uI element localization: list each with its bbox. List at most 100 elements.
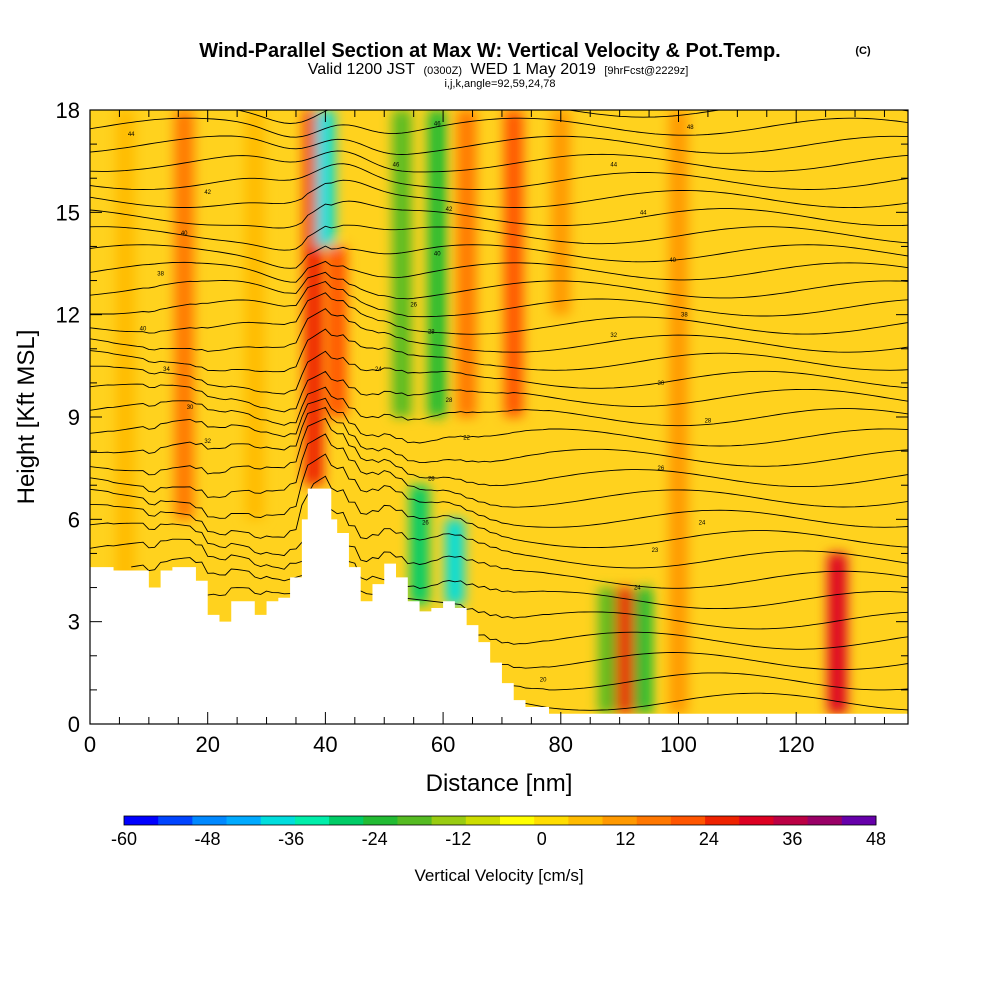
colorbar-tick-label: -36 — [278, 829, 304, 849]
velocity-cell — [457, 110, 477, 417]
contour-label: 24 — [699, 521, 706, 527]
theta-contour — [90, 350, 908, 395]
colorbar — [123, 815, 877, 826]
x-tick-labels: 0 20 40 60 80 100 120 — [84, 732, 815, 757]
contour-label: 46 — [434, 122, 441, 128]
contour-label: 38 — [681, 313, 688, 319]
contour-label: 32 — [610, 333, 617, 339]
contour-label: 42 — [446, 207, 453, 213]
velocity-cell — [551, 110, 571, 315]
velocity-cell — [427, 110, 447, 417]
contour-label: 40 — [669, 258, 676, 264]
colorbar-tick-label: 24 — [699, 829, 719, 849]
velocity-cell — [392, 110, 412, 417]
y-tick-label: 0 — [68, 712, 80, 737]
velocity-cell — [410, 485, 429, 605]
theta-contour — [90, 271, 908, 300]
contour-label: 46 — [393, 163, 400, 169]
y-tick-label: 12 — [56, 303, 80, 328]
section-indices: i,j,k,angle=92,59,24,78 — [444, 78, 555, 90]
contour-label: 34 — [163, 367, 170, 373]
contour-label: 28 — [428, 330, 435, 336]
x-tick-label: 20 — [195, 732, 219, 757]
colorbar-segment — [705, 816, 740, 825]
theta-contour — [131, 557, 908, 610]
x-tick-label: 80 — [549, 732, 573, 757]
velocity-cell — [598, 587, 618, 714]
velocity-cell — [327, 246, 347, 417]
colorbar-segment — [500, 816, 535, 825]
contour-label: 22 — [463, 435, 470, 441]
contour-label: 30 — [187, 405, 194, 411]
colorbar-segment — [294, 816, 330, 825]
contour-label: 44 — [128, 132, 135, 138]
colorbar-frame — [123, 815, 877, 826]
theta-contour — [90, 397, 908, 447]
colorbar-segment — [329, 816, 364, 825]
contour-label: 40 — [434, 251, 441, 257]
x-tick-label: 40 — [313, 732, 337, 757]
theta-contour — [90, 308, 908, 353]
colorbar-segment — [773, 816, 809, 825]
colorbar-segment — [602, 816, 638, 825]
potential-temperature-contours — [90, 110, 908, 711]
colorbar-segment — [397, 816, 433, 825]
theta-contour — [90, 328, 908, 373]
chart-title: Wind-Parallel Section at Max W: Vertical… — [199, 40, 780, 62]
velocity-cell — [445, 519, 465, 605]
colorbar-tick-label: 0 — [537, 829, 547, 849]
velocity-cell — [245, 110, 265, 520]
theta-contour — [90, 370, 908, 413]
colorbar-tick-label: 36 — [782, 829, 802, 849]
contour-label: 30 — [657, 381, 664, 387]
subtitle-date: WED 1 May 2019 — [470, 61, 595, 78]
colorbar-segment — [124, 816, 159, 825]
colorbar-tick-label: -24 — [362, 829, 388, 849]
colorbar-segment — [841, 816, 877, 825]
theta-contour — [90, 135, 908, 155]
velocity-cell — [174, 110, 194, 520]
colorbar-segment — [192, 816, 228, 825]
colorbar-tick-label: 12 — [615, 829, 635, 849]
theta-contour — [90, 406, 908, 467]
contour-label: 23 — [652, 548, 659, 554]
theta-contour — [90, 200, 908, 229]
velocity-cell — [633, 587, 653, 714]
theta-contour — [525, 692, 908, 711]
colorbar-tick-label: 48 — [866, 829, 886, 849]
colorbar-segment — [636, 816, 672, 825]
contour-label: 42 — [204, 190, 211, 196]
theta-contour — [90, 244, 908, 269]
velocity-cell — [504, 110, 524, 417]
contour-label: 28 — [705, 418, 712, 424]
y-tick-labels: 0 3 6 9 12 15 18 — [56, 98, 80, 737]
y-tick-label: 6 — [68, 507, 80, 532]
theta-contour — [90, 417, 908, 488]
colorbar-tick-labels: -60 -48 -36 -24 -12 0 12 24 36 48 — [111, 829, 886, 849]
contour-label: 32 — [204, 439, 211, 445]
theta-contour — [501, 652, 908, 671]
colorbar-segment — [534, 816, 569, 825]
velocity-cell — [669, 110, 688, 714]
colorbar-segment — [431, 816, 467, 825]
theta-contour — [90, 453, 908, 528]
contour-label: 40 — [140, 326, 147, 332]
contour-label: 20 — [540, 678, 547, 684]
y-tick-label: 3 — [68, 610, 80, 635]
contour-label: 44 — [640, 210, 647, 216]
y-tick-label: 9 — [68, 405, 80, 430]
colorbar-segment — [465, 816, 501, 825]
theta-contour — [90, 224, 908, 251]
velocity-cell — [827, 553, 847, 714]
theta-contour — [513, 672, 908, 691]
theta-contour — [90, 538, 908, 589]
colorbar-segment — [807, 816, 843, 825]
subtitle-forecast: [9hrFcst@2229z] — [604, 65, 688, 77]
velocity-cell — [616, 587, 635, 714]
theta-contour — [478, 631, 908, 650]
y-axis-label: Height [Kft MSL] — [13, 330, 40, 505]
colorbar-segment — [363, 816, 398, 825]
axis-ticks — [89, 109, 908, 725]
theta-contour — [90, 117, 908, 138]
